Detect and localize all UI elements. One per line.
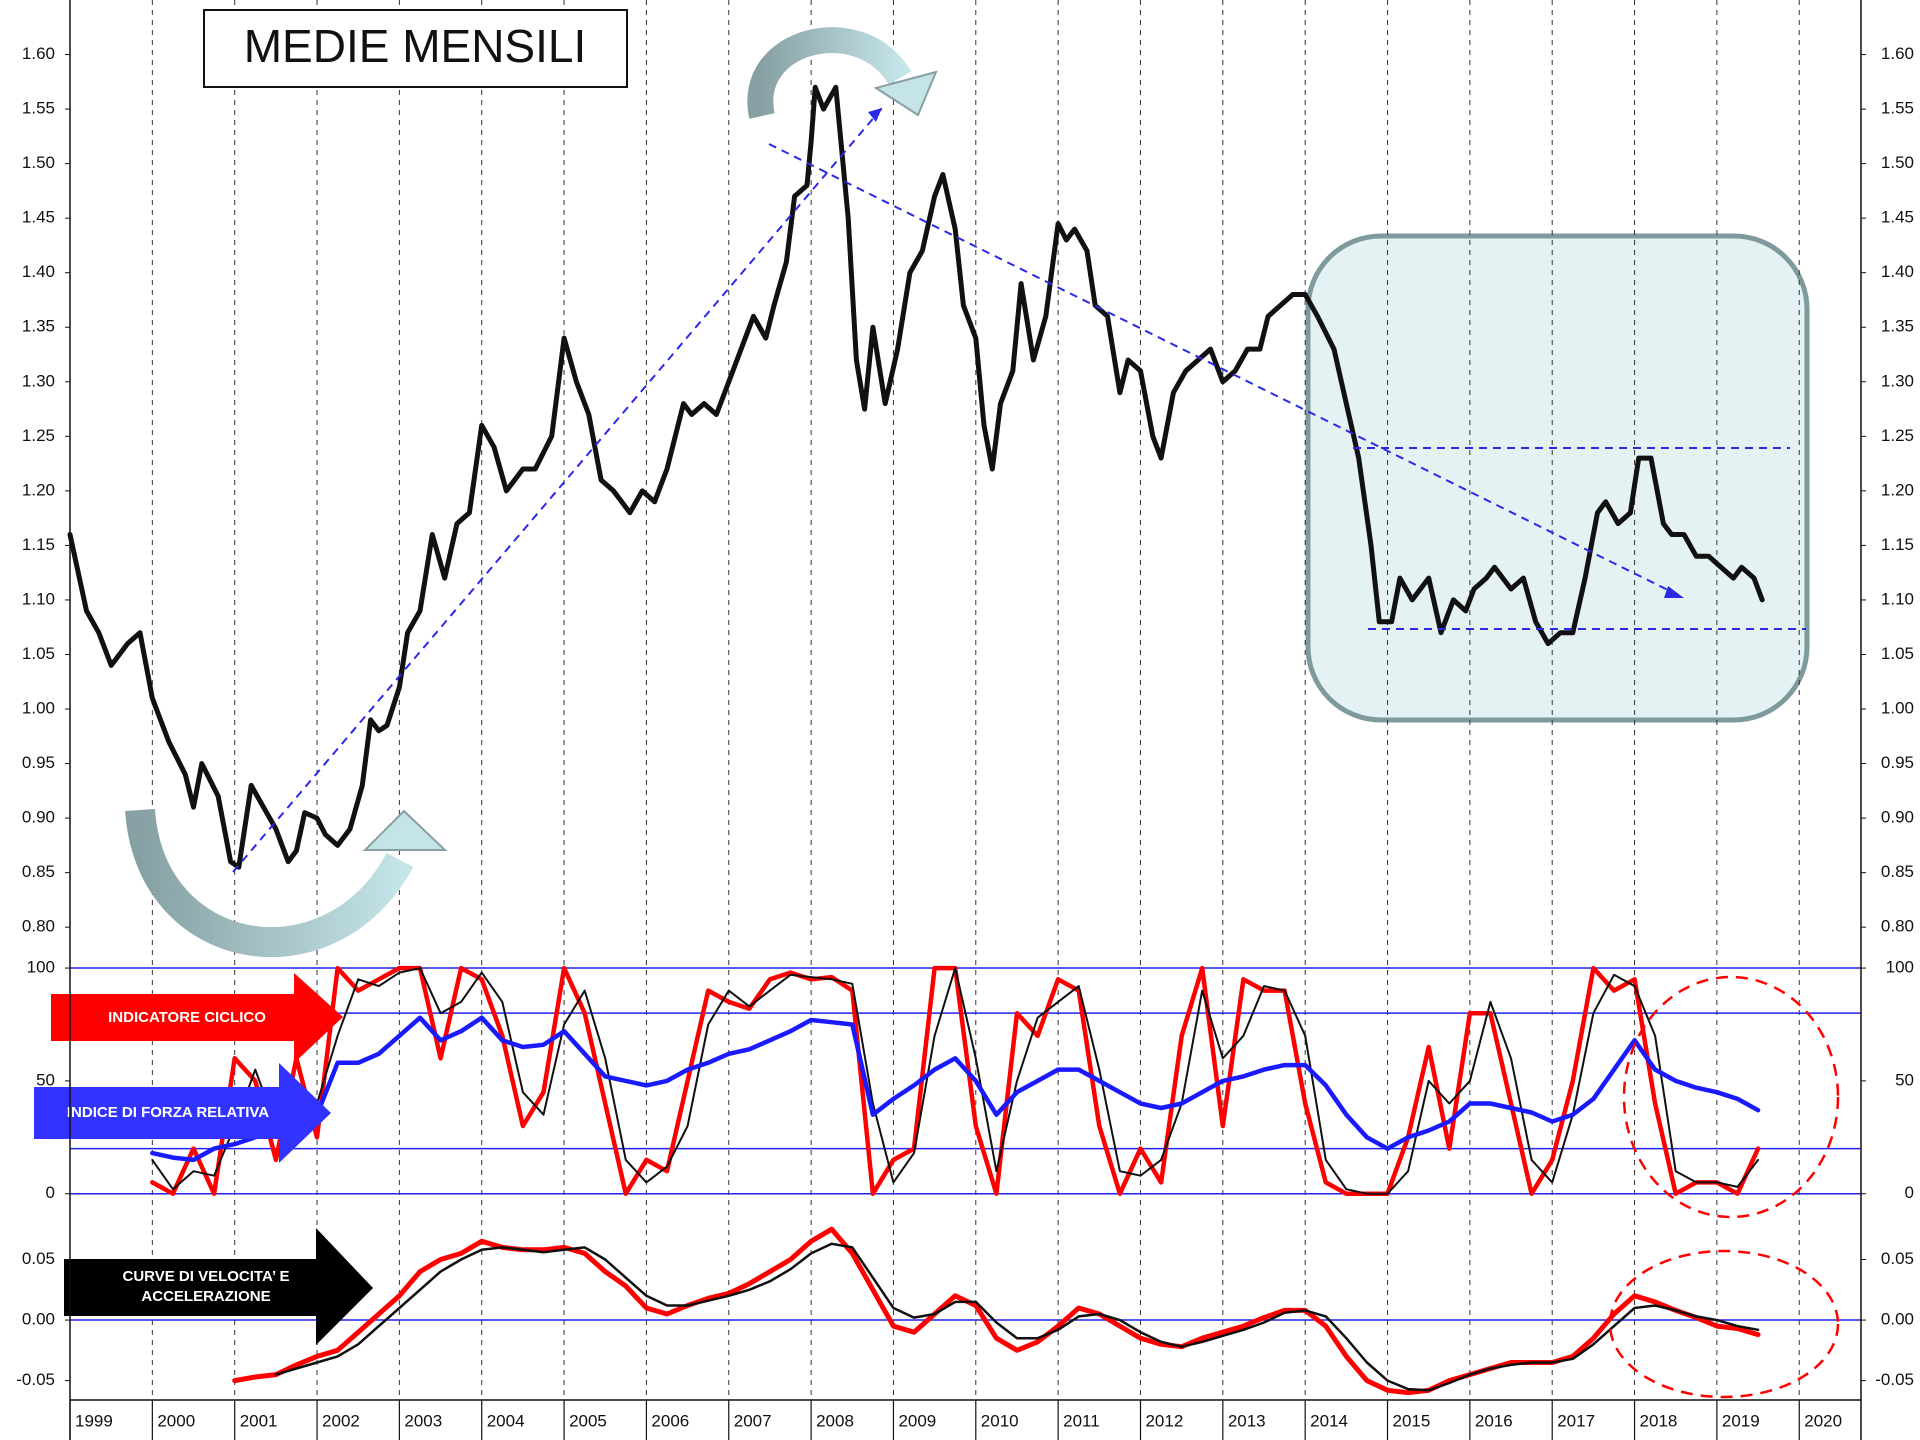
label-arrow xyxy=(64,1228,373,1345)
y-tick-label-right: 1.20 xyxy=(1881,480,1914,499)
y-tick-label-right: 0.80 xyxy=(1881,917,1914,936)
label-arrow xyxy=(34,1063,331,1163)
y-tick-label-right: 1.25 xyxy=(1881,426,1914,445)
x-tick-label: 2006 xyxy=(651,1411,689,1430)
x-tick-label: 2020 xyxy=(1804,1411,1842,1430)
y-tick-label: 1.25 xyxy=(22,426,55,445)
y-tick-label-right: 1.05 xyxy=(1881,644,1914,663)
arrow-head xyxy=(868,108,882,122)
y-tick-label: 1.40 xyxy=(22,262,55,281)
y-tick-label-right: 0.90 xyxy=(1881,808,1914,827)
x-tick-label: 2003 xyxy=(404,1411,442,1430)
x-tick-label: 2012 xyxy=(1145,1411,1183,1430)
y-tick-label-right: -0.05 xyxy=(1875,1370,1914,1389)
y-tick-label-right: 1.40 xyxy=(1881,262,1914,281)
y-tick-label: 1.60 xyxy=(22,44,55,63)
y-tick-label: 1.55 xyxy=(22,99,55,118)
annotation: INDICATORE CICLICO xyxy=(108,1009,266,1026)
y-tick-label: 0 xyxy=(46,1183,55,1202)
y-tick-label-right: 0.95 xyxy=(1881,753,1914,772)
x-tick-label: 2002 xyxy=(322,1411,360,1430)
y-tick-label: 0.95 xyxy=(22,753,55,772)
y-tick-label-right: 1.30 xyxy=(1881,371,1914,390)
series-line xyxy=(150,965,1761,1196)
annotation: CURVE DI VELOCITA’ E xyxy=(123,1268,290,1285)
series-line xyxy=(274,1242,1760,1392)
y-tick-label: 1.10 xyxy=(22,589,55,608)
y-tick-label-right: 0.00 xyxy=(1881,1310,1914,1329)
trend-line xyxy=(232,107,883,873)
y-tick-label: 0.05 xyxy=(22,1249,55,1268)
y-tick-label: 1.15 xyxy=(22,535,55,554)
decorations: MEDIE MENSILI INDICATORE CICLICO INDICE … xyxy=(34,9,1840,1399)
x-tick-label: 1999 xyxy=(75,1411,113,1430)
y-tick-label-right: 1.00 xyxy=(1881,699,1914,718)
y-tick-label-right: 1.45 xyxy=(1881,208,1914,227)
y-tick-label: 1.20 xyxy=(22,480,55,499)
x-tick-label: 2018 xyxy=(1640,1411,1678,1430)
x-tick-label: 2013 xyxy=(1228,1411,1266,1430)
curved-arrow-head xyxy=(873,70,938,117)
x-tick-label: 2015 xyxy=(1393,1411,1431,1430)
series-line xyxy=(151,967,1760,1195)
arrow-head xyxy=(1664,586,1684,598)
curved-arrow-head xyxy=(362,809,448,851)
y-tick-label: 0.90 xyxy=(22,808,55,827)
x-tick-label: 2010 xyxy=(981,1411,1019,1430)
y-tick-label: 1.05 xyxy=(22,644,55,663)
annotation: ACCELERAZIONE xyxy=(141,1288,270,1305)
x-tick-label: 2014 xyxy=(1310,1411,1348,1430)
y-tick-label-right: 50 xyxy=(1895,1070,1914,1089)
y-tick-label-right: 0.85 xyxy=(1881,862,1914,881)
y-tick-label-right: 1.55 xyxy=(1881,99,1914,118)
y-tick-label-right: 1.10 xyxy=(1881,589,1914,608)
x-tick-label: 2008 xyxy=(816,1411,854,1430)
y-tick-label-right: 0.05 xyxy=(1881,1249,1914,1268)
series-line xyxy=(232,1226,1761,1396)
highlight-box xyxy=(1305,233,1810,723)
y-tick-label: 0.85 xyxy=(22,862,55,881)
title-box xyxy=(203,9,628,88)
y-tick-label: 0.80 xyxy=(22,917,55,936)
y-tick-label: 1.35 xyxy=(22,317,55,336)
label-arrow xyxy=(51,973,343,1063)
x-tick-label: 2005 xyxy=(569,1411,607,1430)
chart-title: MEDIE MENSILI xyxy=(244,20,587,72)
y-tick-label-right: 1.50 xyxy=(1881,153,1914,172)
y-tick-label-right: 0 xyxy=(1905,1183,1914,1202)
series-line xyxy=(150,1015,1761,1163)
y-tick-label: 1.45 xyxy=(22,208,55,227)
y-tick-label: 1.30 xyxy=(22,371,55,390)
curved-arrow xyxy=(747,27,912,119)
y-tick-label-right: 1.35 xyxy=(1881,317,1914,336)
y-tick-label: -0.05 xyxy=(16,1370,55,1389)
x-tick-label: 2004 xyxy=(487,1411,525,1430)
y-tick-label: 0.00 xyxy=(22,1310,55,1329)
x-tick-label: 2016 xyxy=(1475,1411,1513,1430)
x-tick-label: 2017 xyxy=(1557,1411,1595,1430)
y-tick-label: 100 xyxy=(27,958,55,977)
x-tick-label: 2009 xyxy=(898,1411,936,1430)
x-tick-label: 2000 xyxy=(157,1411,195,1430)
x-tick-label: 2001 xyxy=(240,1411,278,1430)
y-tick-label: 50 xyxy=(36,1070,55,1089)
y-tick-label: 1.50 xyxy=(22,153,55,172)
trend-line xyxy=(768,143,1685,599)
highlight-circle xyxy=(1608,1249,1840,1399)
y-tick-label-right: 100 xyxy=(1886,958,1914,977)
y-tick-label: 1.00 xyxy=(22,699,55,718)
x-tick-label: 2011 xyxy=(1063,1411,1100,1430)
curved-arrow xyxy=(125,808,414,957)
highlight-circle xyxy=(1622,975,1840,1219)
y-tick-label-right: 1.60 xyxy=(1881,44,1914,63)
y-tick-label-right: 1.15 xyxy=(1881,535,1914,554)
x-tick-label: 2019 xyxy=(1722,1411,1760,1430)
series-line xyxy=(67,84,1765,870)
x-tick-label: 2007 xyxy=(734,1411,772,1430)
annotation: INDICE DI FORZA RELATIVA xyxy=(67,1104,269,1121)
